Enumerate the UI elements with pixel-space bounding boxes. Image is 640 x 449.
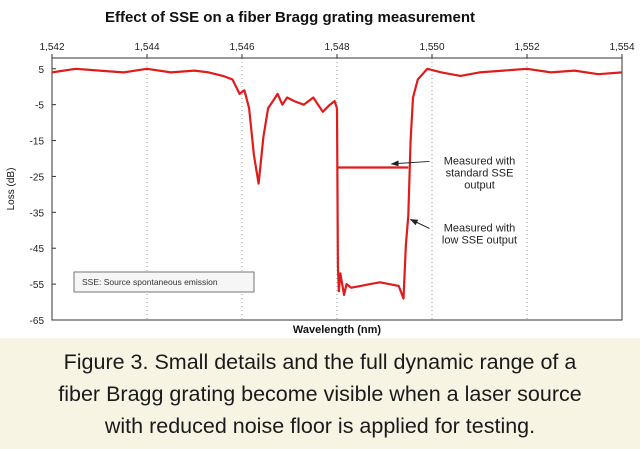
annotation-text: output bbox=[464, 179, 495, 191]
chart-area: Effect of SSE on a fiber Bragg grating m… bbox=[6, 9, 635, 336]
x-tick-label: 1,542 bbox=[39, 42, 64, 53]
annotation-text: low SSE output bbox=[442, 234, 517, 246]
x-axis-label: Wavelength (nm) bbox=[293, 324, 382, 336]
chart-title: Effect of SSE on a fiber Bragg grating m… bbox=[105, 9, 475, 26]
y-tick-label: -45 bbox=[30, 244, 45, 255]
chart-svg: Effect of SSE on a fiber Bragg grating m… bbox=[6, 9, 635, 336]
y-tick-label: -35 bbox=[30, 208, 45, 219]
annotation-arrow bbox=[390, 160, 430, 167]
x-tick-label: 1,552 bbox=[514, 42, 539, 53]
y-axis-label: Loss (dB) bbox=[6, 168, 17, 211]
x-tick-label: 1,546 bbox=[229, 42, 254, 53]
y-tick-label: -5 bbox=[35, 101, 44, 112]
annotation-text: standard SSE bbox=[446, 167, 514, 179]
annotation-arrow bbox=[409, 219, 430, 229]
legend-text: SSE: Source spontaneous emission bbox=[82, 277, 218, 287]
series-line-3 bbox=[335, 67, 623, 300]
x-tick-label: 1,554 bbox=[609, 42, 634, 53]
caption-line-1: Figure 3. Small details and the full dyn… bbox=[63, 349, 577, 374]
y-tick-label: -15 bbox=[30, 137, 45, 148]
y-tick-label: -55 bbox=[30, 280, 45, 291]
annotation-text: Measured with bbox=[444, 155, 516, 167]
series-line-1 bbox=[51, 67, 339, 185]
y-tick-label: 5 bbox=[38, 65, 44, 76]
x-tick-label: 1,544 bbox=[134, 42, 159, 53]
y-tick-label: -25 bbox=[30, 172, 45, 183]
figure-caption: Figure 3. Small details and the full dyn… bbox=[0, 338, 640, 449]
caption-line-3: with reduced noise floor is applied for … bbox=[104, 413, 536, 438]
caption-line-2: fiber Bragg grating become visible when … bbox=[58, 381, 582, 406]
legend-box bbox=[73, 271, 255, 293]
x-tick-label: 1,550 bbox=[419, 42, 444, 53]
y-tick-label: -65 bbox=[30, 316, 45, 327]
annotation-text: Measured with bbox=[444, 222, 516, 234]
x-tick-label: 1,548 bbox=[324, 42, 349, 53]
